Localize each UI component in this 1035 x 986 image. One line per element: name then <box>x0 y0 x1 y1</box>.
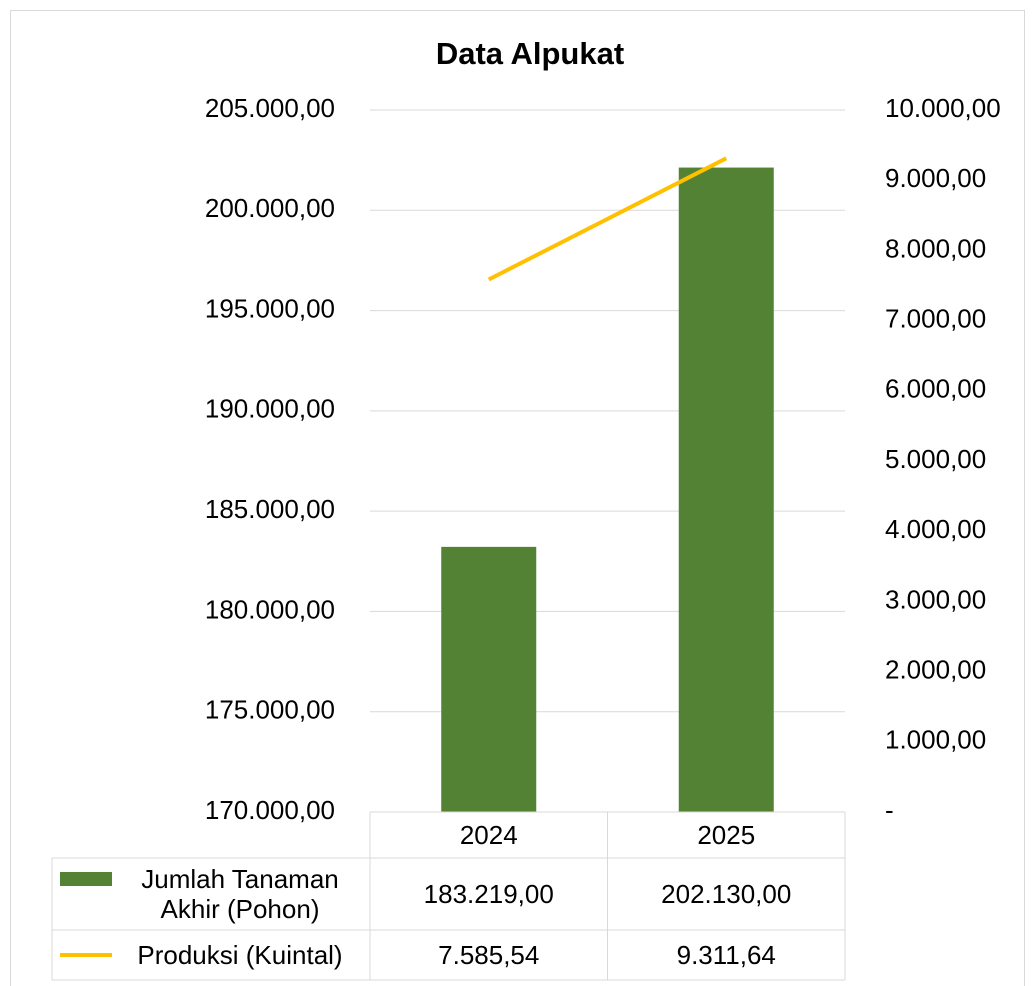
y2-tick-label: 6.000,00 <box>885 374 986 404</box>
y-tick-label: 195.000,00 <box>205 293 335 323</box>
y2-tick-label: 2.000,00 <box>885 654 986 684</box>
legend-label: Produksi (Kuintal) <box>137 940 343 970</box>
y-tick-label: 175.000,00 <box>205 695 335 725</box>
y-tick-label: 200.000,00 <box>205 193 335 223</box>
y2-tick-label: - <box>885 795 894 825</box>
y2-tick-label: 5.000,00 <box>885 444 986 474</box>
line <box>487 156 728 282</box>
y-tick-label: 190.000,00 <box>205 394 335 424</box>
x-tick-label: 2024 <box>459 820 518 850</box>
y2-tick-label: 1.000,00 <box>885 725 986 755</box>
legend-label: Jumlah Tanaman Akhir (Pohon) <box>141 864 339 924</box>
data-label: 202.130,00 <box>661 879 792 909</box>
chart-frame <box>10 10 1025 986</box>
y2-tick-label: 7.000,00 <box>885 303 986 333</box>
y2-tick-label: 8.000,00 <box>885 233 986 263</box>
y-tick-label: 180.000,00 <box>205 594 335 624</box>
x-tick-label: 2025 <box>697 820 756 850</box>
bar <box>441 546 537 812</box>
y-tick-label: 205.000,00 <box>205 93 335 123</box>
data-label: 7.585,54 <box>438 940 540 970</box>
data-label: 9.311,64 <box>676 940 776 970</box>
y2-tick-label: 9.000,00 <box>885 163 986 193</box>
y2-tick-label: 3.000,00 <box>885 584 986 614</box>
y-tick-label: 185.000,00 <box>205 494 335 524</box>
chart-title: Data Alpukat <box>436 36 624 71</box>
y2-tick-label: 4.000,00 <box>885 514 986 544</box>
bar <box>678 167 774 813</box>
legend-swatch <box>60 872 112 886</box>
y2-tick-label: 10.000,00 <box>885 93 1001 123</box>
data-label: 183.219,00 <box>423 879 554 909</box>
y-tick-label: 170.000,00 <box>205 795 335 825</box>
